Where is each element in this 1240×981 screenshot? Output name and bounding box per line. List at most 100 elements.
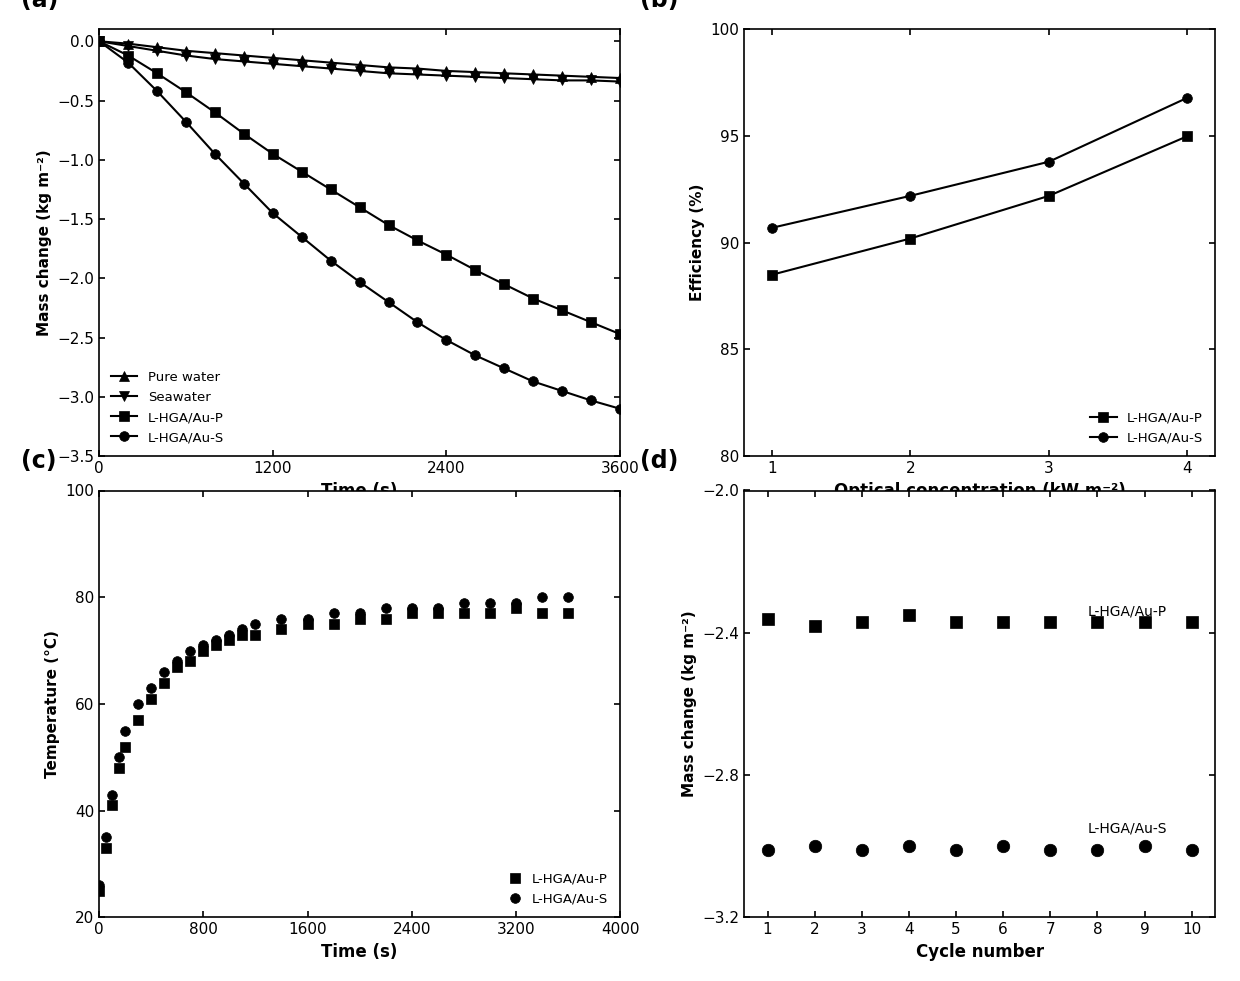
L-HGA/Au-P [294,166,309,178]
L-HGA/Au-S [207,148,222,160]
Y-axis label: Temperature (°C): Temperature (°C) [45,630,60,778]
L-HGA/Au-P [112,762,126,774]
Seawater [352,65,367,77]
L-HGA/Au-S [378,602,393,614]
Seawater [439,70,454,81]
Text: (d): (d) [640,449,678,474]
Pure water [410,63,425,75]
Seawater [179,50,193,62]
L-HGA/Au-P [613,329,627,340]
X-axis label: Optical concentration (kW m⁻²): Optical concentration (kW m⁻²) [833,482,1126,499]
L-HGA/Au-P [92,885,107,897]
L-HGA/Au-S [497,363,512,375]
Seawater [120,40,135,52]
L-HGA/Au-S [196,640,211,651]
L-HGA/Au-S [208,634,223,645]
L-HGA/Au-S [352,276,367,287]
L-HGA/Au-S [404,602,419,614]
L-HGA/Au-P [560,607,575,619]
L-HGA/Au-P [764,269,779,281]
L-HGA/Au-P [130,714,146,726]
L-HGA/Au-P [381,219,396,231]
L-HGA/Au-S [182,645,197,656]
Pure water [92,35,107,47]
Line: L-HGA/Au-P: L-HGA/Au-P [94,603,573,896]
L-HGA/Au-P [554,304,569,316]
Seawater [150,45,165,57]
L-HGA/Au-P [508,602,523,614]
Line: L-HGA/Au-P: L-HGA/Au-P [94,36,625,338]
L-HGA/Au-P [170,660,185,672]
L-HGA/Au-P [404,607,419,619]
L-HGA/Au-P [150,68,165,79]
L-HGA/Au-S [324,255,339,267]
L-HGA/Au-S [764,222,779,233]
L-HGA/Au-S [300,612,315,624]
Text: (c): (c) [21,449,57,474]
Text: L-HGA/Au-S: L-HGA/Au-S [1087,821,1168,836]
L-HGA/Au-P [352,612,367,624]
L-HGA/Au-S [560,592,575,603]
L-HGA/Au-S [92,35,107,47]
L-HGA/Au-P [430,607,445,619]
L-HGA/Au-P [482,607,497,619]
Pure water [237,50,252,62]
L-HGA/Au-S [156,666,171,678]
L-HGA/Au-S [112,751,126,763]
L-HGA/Au-P [222,634,237,645]
L-HGA/Au-S [120,57,135,69]
Seawater [92,35,107,47]
X-axis label: Time (s): Time (s) [321,943,398,960]
Pure water [324,57,339,69]
L-HGA/Au-P [208,640,223,651]
L-HGA/Au-S [482,596,497,608]
L-HGA/Au-P [1180,130,1195,142]
L-HGA/Au-S [222,629,237,641]
Pure water [120,37,135,49]
Pure water [613,73,627,84]
L-HGA/Au-S [613,403,627,415]
Text: (a): (a) [21,0,58,13]
L-HGA/Au-S [534,592,549,603]
Pure water [497,68,512,79]
L-HGA/Au-P [118,741,133,752]
L-HGA/Au-P [378,612,393,624]
Pure water [179,45,193,57]
L-HGA/Au-P [179,86,193,98]
L-HGA/Au-S [1042,156,1056,168]
L-HGA/Au-P [903,232,918,244]
L-HGA/Au-S [274,612,289,624]
L-HGA/Au-S [130,697,146,709]
Pure water [265,52,280,64]
L-HGA/Au-S [430,602,445,614]
L-HGA/Au-P [352,201,367,213]
Seawater [381,68,396,79]
L-HGA/Au-P [207,107,222,119]
L-HGA/Au-P [534,607,549,619]
Seawater [237,56,252,68]
L-HGA/Au-S [248,618,263,630]
Pure water [352,59,367,71]
Seawater [584,75,599,86]
L-HGA/Au-S [179,116,193,128]
Line: Pure water: Pure water [94,36,625,82]
Legend: L-HGA/Au-P, L-HGA/Au-S: L-HGA/Au-P, L-HGA/Au-S [1085,406,1209,449]
L-HGA/Au-S [456,596,471,608]
L-HGA/Au-P [237,128,252,139]
L-HGA/Au-S [410,316,425,328]
Text: (b): (b) [640,0,678,13]
L-HGA/Au-S [526,376,541,387]
Pure water [467,67,482,78]
L-HGA/Au-P [300,618,315,630]
L-HGA/Au-P [1042,190,1056,202]
L-HGA/Au-P [584,316,599,328]
Seawater [467,71,482,82]
L-HGA/Au-S [1180,92,1195,104]
Pure water [439,65,454,77]
L-HGA/Au-P [182,655,197,667]
L-HGA/Au-P [144,693,159,704]
X-axis label: Time (s): Time (s) [321,482,398,499]
L-HGA/Au-S [326,607,341,619]
L-HGA/Au-P [497,279,512,290]
Pure water [294,54,309,66]
